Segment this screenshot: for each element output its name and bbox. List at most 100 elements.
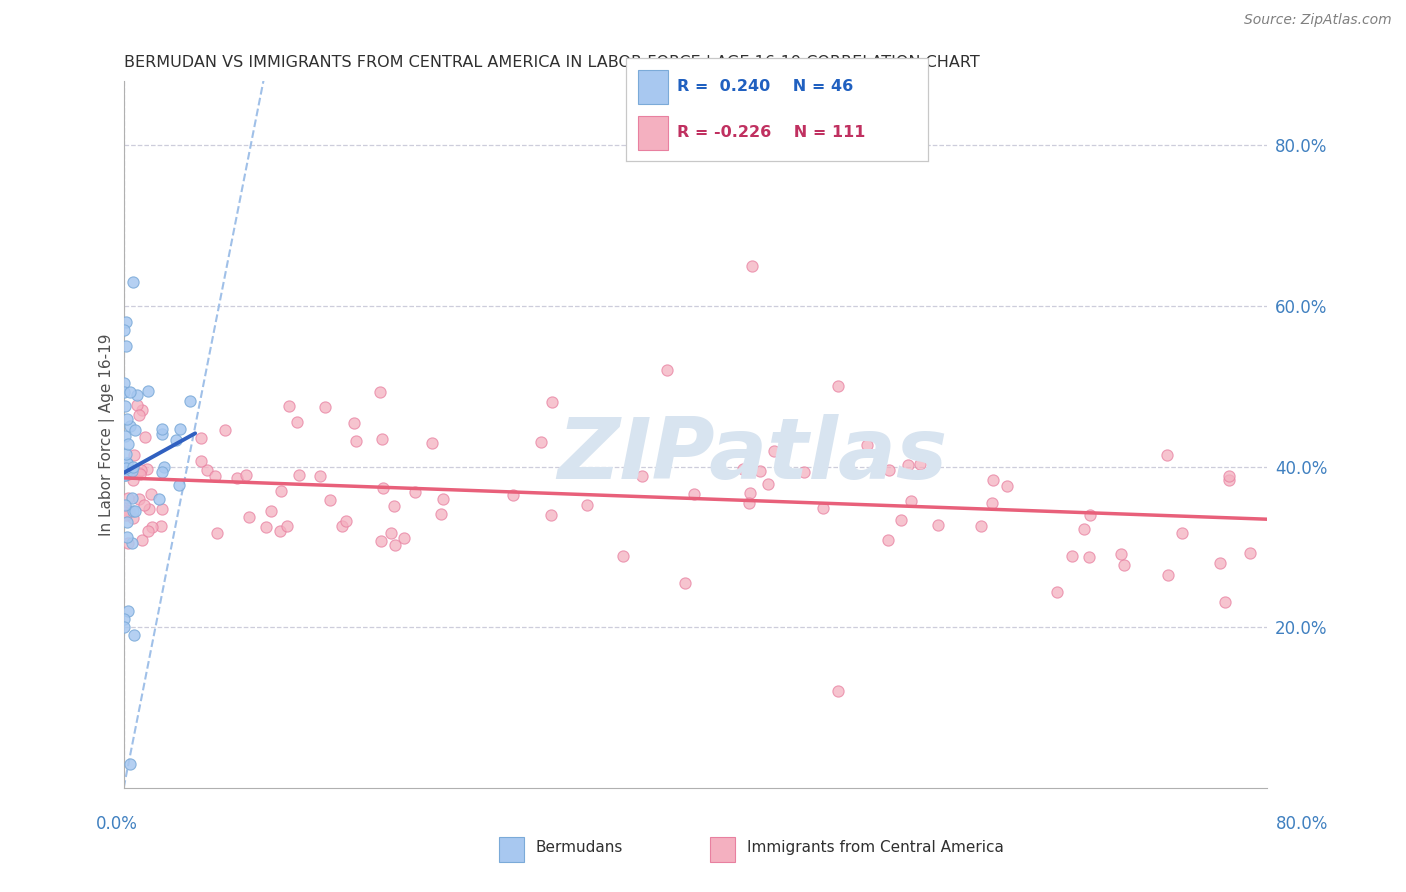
Point bbox=[969, 519, 991, 533]
Point bbox=[114, 498, 136, 512]
Point bbox=[1078, 550, 1101, 565]
Point bbox=[131, 533, 153, 547]
Point bbox=[114, 429, 136, 443]
Point bbox=[793, 465, 815, 479]
Point bbox=[541, 395, 564, 409]
Point bbox=[124, 423, 146, 437]
Point bbox=[115, 530, 138, 544]
Point bbox=[285, 415, 308, 429]
Point bbox=[309, 468, 332, 483]
Point bbox=[278, 399, 301, 413]
FancyBboxPatch shape bbox=[638, 70, 668, 104]
Point bbox=[254, 520, 277, 534]
Point bbox=[167, 477, 190, 491]
Point bbox=[214, 423, 236, 437]
Point bbox=[129, 467, 152, 481]
Point bbox=[150, 422, 173, 436]
Point bbox=[132, 498, 155, 512]
Point bbox=[981, 473, 1004, 487]
Point bbox=[114, 467, 136, 482]
Point bbox=[117, 467, 139, 482]
Point bbox=[276, 518, 298, 533]
Point bbox=[207, 526, 229, 541]
Point bbox=[117, 515, 139, 529]
Point bbox=[127, 465, 149, 479]
Point bbox=[115, 447, 138, 461]
Point bbox=[612, 549, 634, 564]
Point bbox=[122, 628, 145, 642]
Point bbox=[115, 456, 138, 470]
Point bbox=[655, 363, 678, 377]
Y-axis label: In Labor Force | Age 16-19: In Labor Force | Age 16-19 bbox=[100, 334, 115, 536]
Point bbox=[128, 492, 150, 507]
Point bbox=[117, 491, 139, 505]
Point bbox=[117, 604, 139, 618]
Point bbox=[115, 508, 138, 523]
Point bbox=[540, 508, 562, 523]
Point bbox=[1060, 549, 1083, 564]
Point bbox=[179, 394, 201, 409]
Point bbox=[330, 518, 353, 533]
Text: R = -0.226    N = 111: R = -0.226 N = 111 bbox=[678, 126, 866, 140]
Point bbox=[115, 339, 138, 353]
Point bbox=[1239, 546, 1261, 560]
Point bbox=[112, 612, 135, 626]
Point bbox=[382, 500, 405, 514]
Point bbox=[129, 463, 152, 477]
Point bbox=[1209, 556, 1232, 570]
Point bbox=[530, 435, 553, 450]
Point bbox=[890, 513, 912, 527]
Point bbox=[235, 467, 257, 482]
Text: Bermudans: Bermudans bbox=[536, 840, 623, 855]
Point bbox=[900, 494, 922, 508]
Point bbox=[128, 408, 150, 422]
Point bbox=[150, 502, 173, 516]
Point bbox=[122, 460, 145, 475]
Point bbox=[288, 467, 311, 482]
Point bbox=[118, 385, 141, 400]
Point bbox=[995, 479, 1018, 493]
Point bbox=[122, 448, 145, 462]
Point bbox=[165, 433, 187, 447]
Point bbox=[122, 275, 145, 289]
Point bbox=[118, 419, 141, 434]
Text: Immigrants from Central America: Immigrants from Central America bbox=[747, 840, 1004, 855]
Text: ZIPatlas: ZIPatlas bbox=[557, 414, 948, 497]
Point bbox=[121, 535, 143, 549]
Point bbox=[502, 487, 524, 501]
Point bbox=[738, 496, 761, 510]
Point bbox=[811, 500, 834, 515]
Point bbox=[122, 473, 145, 487]
Text: 0.0%: 0.0% bbox=[96, 815, 138, 833]
Point bbox=[1213, 595, 1236, 609]
Point bbox=[343, 417, 366, 431]
Point bbox=[1073, 522, 1095, 536]
Point bbox=[150, 465, 173, 479]
Point bbox=[335, 514, 357, 528]
Point bbox=[318, 493, 340, 508]
Point bbox=[270, 484, 292, 499]
Point bbox=[368, 384, 391, 399]
Point bbox=[115, 503, 138, 517]
Text: BERMUDAN VS IMMIGRANTS FROM CENTRAL AMERICA IN LABOR FORCE | AGE 16-19 CORRELATI: BERMUDAN VS IMMIGRANTS FROM CENTRAL AMER… bbox=[124, 55, 980, 71]
Point bbox=[122, 504, 145, 518]
Point bbox=[856, 437, 879, 451]
Point bbox=[112, 385, 135, 400]
Point bbox=[740, 485, 762, 500]
Point bbox=[741, 259, 763, 273]
Point bbox=[225, 471, 247, 485]
Text: Source: ZipAtlas.com: Source: ZipAtlas.com bbox=[1244, 13, 1392, 28]
Point bbox=[432, 491, 454, 506]
Point bbox=[115, 315, 138, 329]
Point bbox=[190, 431, 212, 445]
Point bbox=[121, 511, 143, 525]
Point bbox=[731, 462, 754, 476]
Point bbox=[195, 463, 218, 477]
Point bbox=[877, 533, 900, 547]
Point bbox=[1171, 526, 1194, 541]
Point bbox=[1112, 558, 1135, 572]
Point bbox=[134, 430, 156, 444]
Point bbox=[756, 477, 779, 491]
Point bbox=[138, 502, 160, 516]
Point bbox=[827, 379, 849, 393]
